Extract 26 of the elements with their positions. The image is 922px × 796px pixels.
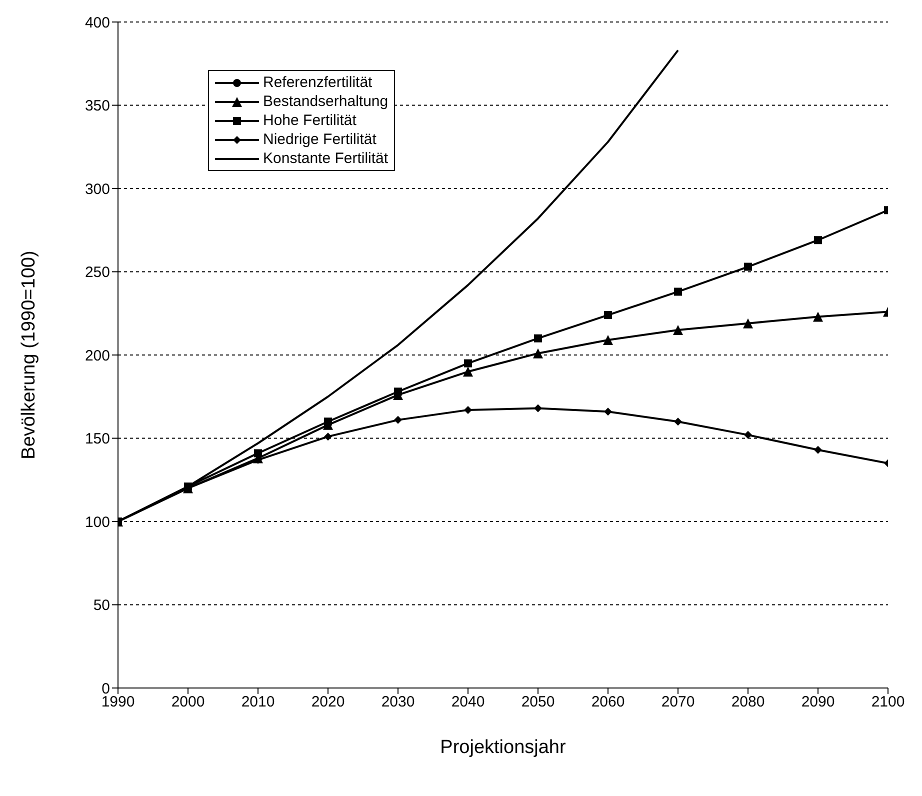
y-tick-label: 350 [84,98,110,115]
x-tick-label: 2020 [311,694,345,711]
x-tick-label: 2080 [731,694,765,711]
y-tick-label: 200 [84,347,110,364]
legend-label: Konstante Fertilität [263,150,388,167]
x-tick-label: 2010 [241,694,275,711]
x-tick-label: 2060 [591,694,625,711]
x-tick-label: 2000 [171,694,205,711]
x-tick-label: 2100 [871,694,905,711]
y-tick-label: 300 [84,180,110,198]
x-tick-label: 2070 [661,694,695,711]
legend-label: Niedrige Fertilität [263,131,376,148]
x-tick-label: 2050 [521,694,555,711]
x-tick-label: 2090 [801,694,835,711]
legend-label: Bestandserhaltung [263,93,388,110]
y-tick-label: 250 [84,264,110,282]
y-tick-label: 400 [84,14,110,32]
x-tick-label: 2030 [381,694,415,711]
x-tick-label: 2040 [451,694,485,711]
legend-label: Hohe Fertilität [263,112,356,129]
y-tick-label: 100 [84,514,110,531]
y-tick-label: 50 [93,597,110,614]
legend-label: Referenzfertilität [263,74,372,91]
x-axis-title: Projektionsjahr [440,737,567,758]
y-tick-label: 150 [84,430,110,448]
y-axis-title: Bevölkerung (1990=100) [18,250,40,460]
